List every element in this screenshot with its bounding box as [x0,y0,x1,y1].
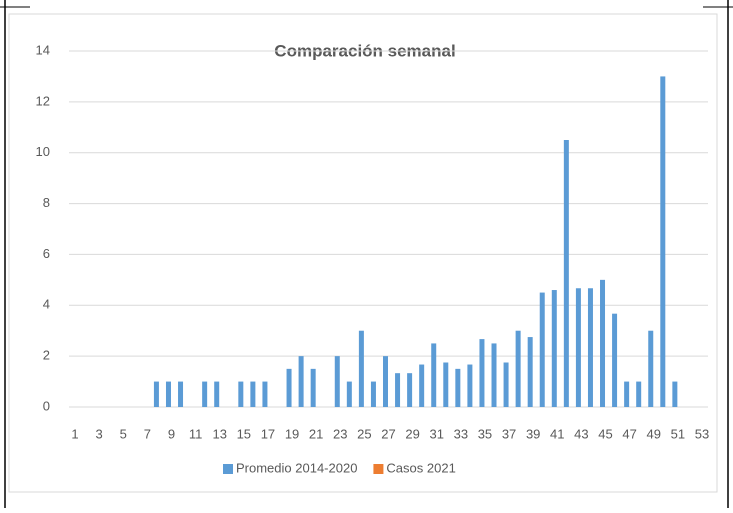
bar [443,362,449,407]
bar [479,339,485,407]
y-tick-label: 14 [36,42,50,57]
bar [262,381,268,407]
bar [346,381,352,407]
bar [551,290,557,407]
y-tick-label: 2 [43,348,50,363]
bar [298,356,304,407]
x-tick-label: 39 [526,426,540,441]
x-tick-label: 11 [189,426,203,441]
y-tick-label: 12 [36,93,50,108]
y-tick-label: 4 [43,297,50,312]
x-tick-label: 9 [168,426,175,441]
bar [575,288,581,407]
legend-swatch [373,464,384,474]
x-tick-label: 47 [622,426,636,441]
x-tick-label: 17 [261,426,275,441]
bar [648,330,654,407]
x-tick-label: 37 [502,426,516,441]
bar [383,356,388,407]
bar [202,381,208,407]
y-tick-label: 8 [43,195,50,210]
bar [527,337,533,407]
x-tick-label: 25 [357,426,371,441]
bar [250,381,256,407]
legend-swatch [223,464,233,474]
bar [624,381,630,407]
chart-area [8,13,718,493]
x-tick-label: 7 [144,426,151,441]
x-tick-label: 45 [598,426,612,441]
legend-label: Promedio 2014-2020 [236,460,357,475]
x-tick-label: 53 [695,426,709,441]
x-tick-label: 49 [647,426,661,441]
x-tick-label: 29 [405,426,419,441]
bar [370,381,376,407]
bar [153,381,159,407]
x-tick-label: 1 [71,426,78,441]
x-tick-label: 33 [454,426,468,441]
bar [600,279,606,407]
x-tick-label: 51 [671,426,685,441]
x-tick-label: 15 [237,426,251,441]
bar [165,381,171,407]
y-tick-label: 6 [43,246,50,261]
y-tick-label: 10 [36,144,50,159]
bar [178,381,184,407]
bar [563,140,569,407]
bar [491,343,497,407]
legend-label: Casos 2021 [386,460,455,475]
x-tick-label: 35 [478,426,492,441]
x-tick-label: 31 [429,426,443,441]
bar [503,362,509,407]
bar [539,292,545,407]
bar [419,364,425,407]
bar [672,381,678,407]
bar [612,313,618,407]
x-tick-label: 3 [96,426,103,441]
x-tick-label: 43 [574,426,588,441]
bar [515,330,521,407]
x-tick-label: 21 [309,426,323,441]
bar [407,373,413,407]
x-tick-label: 5 [120,426,127,441]
bar [467,364,473,407]
x-tick-label: 13 [212,426,226,441]
bar [587,288,593,407]
y-tick-label: 0 [43,398,50,413]
bar [238,381,244,407]
bar [358,330,364,407]
bar [214,381,220,407]
bar [636,381,642,407]
x-tick-label: 23 [333,426,347,441]
bar [431,343,437,407]
bar [310,368,316,407]
bar [286,368,292,407]
bar [334,356,340,407]
bar [395,373,401,407]
bar [660,76,666,407]
x-tick-label: 27 [381,426,395,441]
bar [455,368,461,407]
x-tick-label: 19 [285,426,299,441]
x-tick-label: 41 [550,426,564,441]
